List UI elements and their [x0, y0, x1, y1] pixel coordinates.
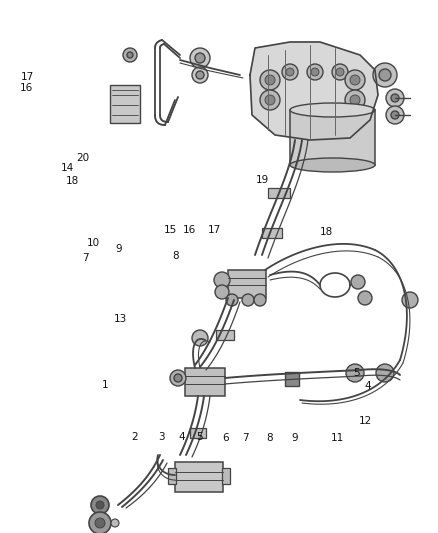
Circle shape	[358, 291, 372, 305]
Bar	[168, 468, 176, 484]
Circle shape	[350, 95, 360, 105]
Text: 19: 19	[256, 175, 269, 185]
Text: 10: 10	[87, 238, 100, 247]
Circle shape	[286, 68, 294, 76]
Bar	[190, 428, 206, 438]
Circle shape	[254, 294, 266, 306]
Circle shape	[260, 70, 280, 90]
Text: 16: 16	[183, 225, 196, 235]
Ellipse shape	[290, 103, 375, 117]
Bar	[185, 368, 225, 396]
Circle shape	[214, 272, 230, 288]
Circle shape	[332, 64, 348, 80]
Circle shape	[376, 364, 394, 382]
Bar	[175, 462, 223, 492]
Circle shape	[195, 53, 205, 63]
Circle shape	[111, 519, 119, 527]
Circle shape	[170, 370, 186, 386]
Circle shape	[89, 512, 111, 533]
Text: 11: 11	[331, 433, 344, 443]
Circle shape	[123, 48, 137, 62]
Text: 5: 5	[196, 432, 203, 442]
Text: 17: 17	[21, 72, 34, 82]
Bar	[110, 85, 140, 123]
Circle shape	[265, 95, 275, 105]
Bar	[268, 188, 290, 198]
Circle shape	[242, 294, 254, 306]
Circle shape	[386, 89, 404, 107]
Circle shape	[260, 90, 280, 110]
Circle shape	[192, 67, 208, 83]
Circle shape	[226, 294, 238, 306]
Circle shape	[379, 69, 391, 81]
Circle shape	[215, 285, 229, 299]
Circle shape	[91, 496, 109, 514]
Text: 14: 14	[61, 163, 74, 173]
Text: 18: 18	[320, 227, 333, 237]
Text: 3: 3	[158, 432, 165, 442]
Text: 2: 2	[131, 432, 138, 442]
Circle shape	[196, 71, 204, 79]
Text: 13: 13	[114, 314, 127, 324]
Circle shape	[402, 292, 418, 308]
Circle shape	[282, 64, 298, 80]
Circle shape	[174, 374, 182, 382]
Circle shape	[336, 68, 344, 76]
Bar	[216, 330, 234, 340]
Circle shape	[350, 75, 360, 85]
Text: 17: 17	[208, 225, 221, 235]
Circle shape	[307, 64, 323, 80]
Circle shape	[265, 75, 275, 85]
Bar	[222, 468, 230, 484]
Circle shape	[127, 52, 133, 58]
Circle shape	[311, 68, 319, 76]
Text: 15: 15	[163, 225, 177, 235]
Bar	[285, 372, 299, 386]
Circle shape	[96, 501, 104, 509]
Text: 7: 7	[82, 253, 89, 263]
Circle shape	[345, 70, 365, 90]
Circle shape	[391, 111, 399, 119]
Circle shape	[373, 63, 397, 87]
Ellipse shape	[290, 158, 375, 172]
Text: 16: 16	[20, 83, 33, 93]
Text: 1: 1	[102, 380, 109, 390]
Circle shape	[95, 518, 105, 528]
Text: 4: 4	[178, 432, 185, 442]
Text: 20: 20	[77, 154, 90, 163]
Text: 7: 7	[242, 433, 249, 443]
Text: 12: 12	[359, 416, 372, 426]
Text: 8: 8	[172, 251, 179, 261]
Circle shape	[391, 94, 399, 102]
Bar	[262, 228, 282, 238]
Circle shape	[345, 90, 365, 110]
Circle shape	[190, 48, 210, 68]
Circle shape	[351, 275, 365, 289]
Text: 9: 9	[291, 433, 298, 443]
Text: 9: 9	[115, 245, 122, 254]
Text: 8: 8	[266, 433, 273, 443]
Text: 18: 18	[66, 176, 79, 186]
Circle shape	[386, 106, 404, 124]
Bar	[228, 270, 266, 298]
Polygon shape	[250, 42, 378, 140]
Circle shape	[346, 364, 364, 382]
Bar	[290, 110, 375, 165]
Circle shape	[192, 330, 208, 346]
Text: 5: 5	[353, 368, 360, 378]
Text: 4: 4	[364, 382, 371, 391]
Text: 6: 6	[222, 433, 229, 443]
